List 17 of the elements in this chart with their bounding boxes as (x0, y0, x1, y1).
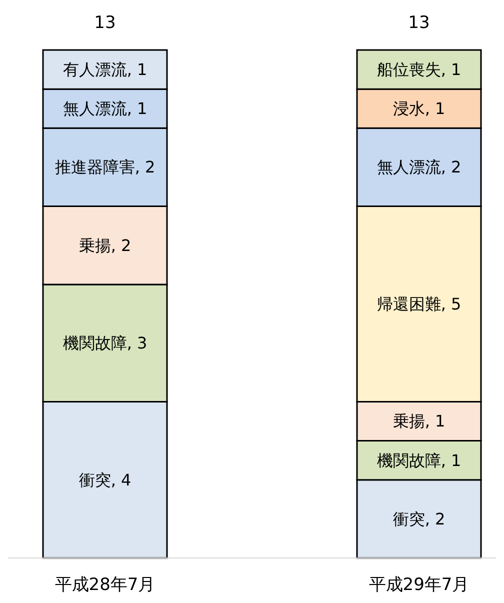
data-label: 有人漂流, 1 (62, 60, 148, 80)
data-label: 帰還困難, 5 (376, 294, 462, 314)
data-label: 機関故障, 1 (376, 450, 462, 470)
data-label: 無人漂流, 1 (62, 99, 148, 118)
x-tick-label: 平成29年7月 (368, 575, 470, 596)
data-label: 浸水, 1 (392, 99, 446, 118)
data-label: 乗揚, 1 (392, 412, 446, 431)
data-label: 乗揚, 2 (78, 236, 132, 255)
data-label: 衝突, 2 (392, 509, 446, 528)
total-label: 13 (408, 13, 430, 33)
data-label: 機関故障, 3 (62, 334, 148, 353)
data-label: 船位喪失, 1 (376, 60, 462, 80)
total-label: 13 (94, 13, 116, 33)
data-label: 衝突, 4 (78, 470, 132, 490)
data-label: 推進器障害, 2 (54, 158, 156, 177)
x-tick-label: 平成28年7月 (54, 575, 156, 596)
data-label: 無人漂流, 2 (376, 158, 462, 177)
